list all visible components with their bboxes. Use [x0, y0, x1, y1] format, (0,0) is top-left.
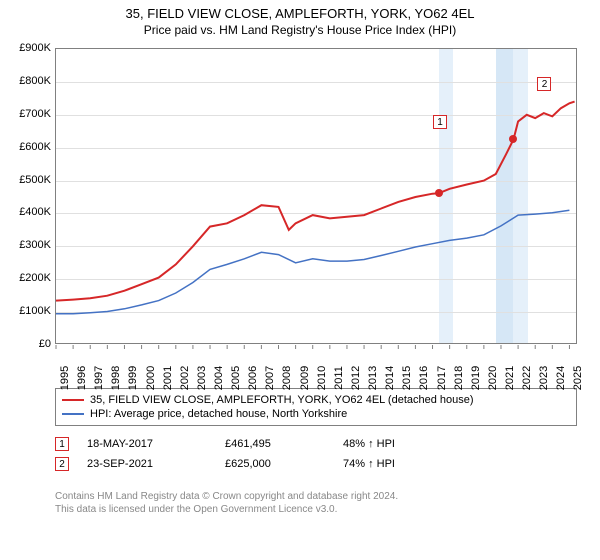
sale-marker: [435, 189, 443, 197]
legend-label: HPI: Average price, detached house, Nort…: [90, 408, 347, 420]
ytick-label: £100K: [7, 305, 51, 317]
legend-item: HPI: Average price, detached house, Nort…: [62, 407, 570, 421]
sale-row: 1 18-MAY-2017 £461,495 48% ↑ HPI: [55, 434, 395, 454]
xtick-label: 2014: [384, 366, 396, 390]
xtick-label: 2009: [299, 366, 311, 390]
xtick-label: 2004: [213, 366, 225, 390]
sale-price: £461,495: [225, 438, 325, 450]
xtick-label: 2025: [572, 366, 584, 390]
xtick-label: 2000: [145, 366, 157, 390]
ytick-label: £800K: [7, 75, 51, 87]
series-property: [56, 102, 575, 301]
sale-callout: 2: [537, 77, 551, 91]
xtick-label: 2003: [196, 366, 208, 390]
ytick-label: £500K: [7, 174, 51, 186]
xtick-label: 2011: [333, 366, 345, 390]
ytick-label: £900K: [7, 42, 51, 54]
sale-index: 1: [55, 437, 69, 451]
legend-item: 35, FIELD VIEW CLOSE, AMPLEFORTH, YORK, …: [62, 393, 570, 407]
footer-text: Contains HM Land Registry data © Crown c…: [55, 490, 398, 516]
legend-swatch: [62, 413, 84, 415]
legend-swatch: [62, 399, 84, 401]
legend-label: 35, FIELD VIEW CLOSE, AMPLEFORTH, YORK, …: [90, 394, 474, 406]
plot-area: 12: [55, 48, 577, 344]
xtick-label: 2024: [555, 366, 567, 390]
xtick-label: 2020: [487, 366, 499, 390]
sale-price: £625,000: [225, 458, 325, 470]
footer-line2: This data is licensed under the Open Gov…: [55, 503, 398, 516]
legend-box: 35, FIELD VIEW CLOSE, AMPLEFORTH, YORK, …: [55, 388, 577, 426]
sale-callout: 1: [433, 115, 447, 129]
xtick-label: 2007: [264, 366, 276, 390]
chart-subtitle: Price paid vs. HM Land Registry's House …: [0, 21, 600, 41]
ytick-label: £300K: [7, 239, 51, 251]
xtick-label: 1997: [93, 366, 105, 390]
xtick-label: 1999: [127, 366, 139, 390]
sale-marker: [509, 135, 517, 143]
sale-row: 2 23-SEP-2021 £625,000 74% ↑ HPI: [55, 454, 395, 474]
xtick-label: 1995: [59, 366, 71, 390]
xtick-label: 1996: [76, 366, 88, 390]
ytick-label: £700K: [7, 108, 51, 120]
xtick-label: 2017: [436, 366, 448, 390]
sales-table: 1 18-MAY-2017 £461,495 48% ↑ HPI 2 23-SEP-202…: [55, 434, 395, 474]
ytick-label: £0: [7, 338, 51, 350]
ytick-label: £200K: [7, 272, 51, 284]
chart-container: 35, FIELD VIEW CLOSE, AMPLEFORTH, YORK, …: [0, 0, 600, 560]
sale-date: 18-MAY-2017: [87, 438, 207, 450]
xtick-label: 2010: [316, 366, 328, 390]
xtick-label: 2008: [281, 366, 293, 390]
sale-delta: 48% ↑ HPI: [343, 438, 395, 450]
xtick-label: 1998: [110, 366, 122, 390]
xtick-label: 2012: [350, 366, 362, 390]
xtick-label: 2019: [470, 366, 482, 390]
sale-date: 23-SEP-2021: [87, 458, 207, 470]
xtick-label: 2006: [247, 366, 259, 390]
xtick-label: 2016: [418, 366, 430, 390]
xtick-label: 2022: [521, 366, 533, 390]
footer-line1: Contains HM Land Registry data © Crown c…: [55, 490, 398, 503]
series-hpi: [56, 210, 569, 314]
xtick-label: 2005: [230, 366, 242, 390]
plot-svg: [56, 49, 578, 345]
xtick-label: 2023: [538, 366, 550, 390]
xtick-label: 2002: [179, 366, 191, 390]
ytick-label: £600K: [7, 141, 51, 153]
xtick-label: 2015: [401, 366, 413, 390]
ytick-label: £400K: [7, 206, 51, 218]
sale-index: 2: [55, 457, 69, 471]
xtick-label: 2001: [162, 366, 174, 390]
xtick-label: 2013: [367, 366, 379, 390]
xtick-label: 2018: [453, 366, 465, 390]
chart-title: 35, FIELD VIEW CLOSE, AMPLEFORTH, YORK, …: [0, 0, 600, 21]
sale-delta: 74% ↑ HPI: [343, 458, 395, 470]
xtick-label: 2021: [504, 366, 516, 390]
